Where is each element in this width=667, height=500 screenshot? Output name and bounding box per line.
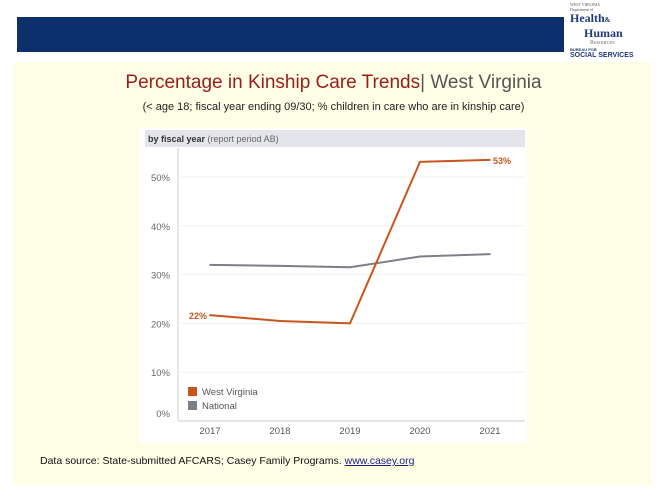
data-point — [349, 266, 351, 269]
chart-header-bg — [145, 130, 525, 147]
y-tick-label: 40% — [151, 222, 171, 233]
legend-label: West Virginia — [202, 387, 258, 398]
source-text: Data source: State-submitted AFCARS; Cas… — [40, 455, 345, 467]
header-bar — [17, 17, 564, 52]
data-point — [209, 264, 211, 266]
title-main: Percentage in Kinship Care Trends — [125, 72, 421, 93]
legend-swatch — [188, 401, 197, 410]
chart-header: by fiscal year (report period AB) — [148, 134, 279, 144]
y-tick-label: 10% — [151, 368, 171, 379]
data-point — [349, 322, 351, 325]
legend-swatch — [188, 387, 197, 396]
source-link[interactable]: www.casey.org — [344, 455, 415, 467]
data-label: 22% — [189, 311, 207, 321]
x-tick-label: 2019 — [339, 426, 360, 437]
title-separator: | — [420, 72, 431, 93]
data-point — [419, 255, 421, 258]
slide-title: Percentage in Kinship Care Trends| West … — [0, 72, 667, 94]
y-tick-label: 0% — [156, 409, 170, 420]
title-state: West Virginia — [430, 72, 542, 93]
y-tick-label: 30% — [151, 271, 171, 282]
x-tick-label: 2017 — [199, 426, 220, 437]
data-label: 53% — [493, 156, 511, 166]
y-tick-label: 50% — [151, 173, 171, 184]
data-source: Data source: State-submitted AFCARS; Cas… — [40, 455, 414, 467]
data-point — [279, 265, 281, 267]
data-point — [489, 159, 491, 161]
x-tick-label: 2018 — [269, 426, 290, 437]
line-chart: by fiscal year (report period AB) 0% 10% 20… — [145, 130, 525, 437]
x-tick-label: 2021 — [479, 426, 500, 437]
legend-label: National — [202, 401, 237, 412]
data-point — [209, 314, 211, 316]
data-point — [279, 320, 281, 322]
chart-container: by fiscal year (report period AB) 0% 10% 20… — [140, 128, 527, 443]
data-point — [489, 253, 491, 255]
slide-subtitle: (< age 18; fiscal year ending 09/30; % c… — [142, 101, 525, 113]
series-line-west-virginia — [209, 158, 491, 325]
x-tick-label: 2020 — [409, 426, 430, 437]
y-tick-label: 20% — [151, 319, 171, 330]
series-line-national — [209, 253, 491, 269]
dhhr-logo: WEST VIRGINIA Department of Health& Huma… — [570, 2, 634, 59]
data-point — [419, 161, 421, 163]
